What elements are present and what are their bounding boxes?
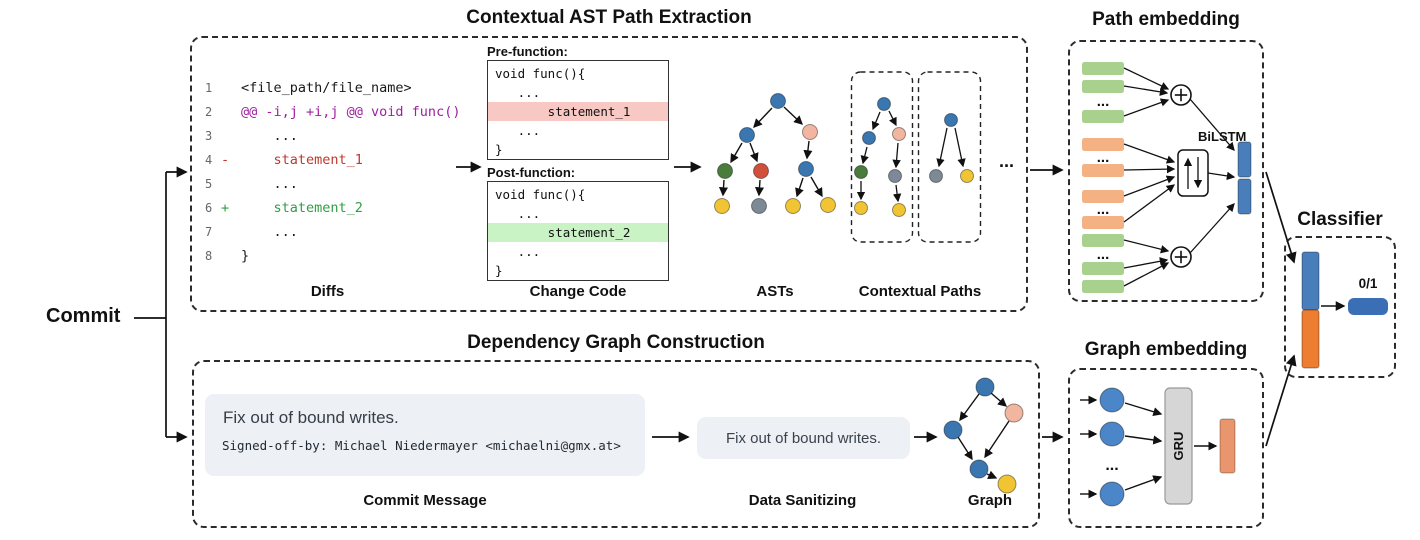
post-function-code-box: void func(){ ... statement_2 ... } xyxy=(487,181,669,281)
diff-code-text: ... xyxy=(241,224,298,240)
diff-line: 5 ... xyxy=(205,172,460,196)
code-line: statement_1 xyxy=(488,102,668,121)
diff-line-number: 6 xyxy=(205,201,213,215)
diff-line: 3 ... xyxy=(205,124,460,148)
change-code-label: Change Code xyxy=(529,283,627,300)
sanitized-message-text: Fix out of bound writes. xyxy=(725,429,882,447)
sanitized-message-card: Fix out of bound writes. xyxy=(697,417,910,459)
classifier-title: Classifier xyxy=(1297,209,1383,230)
commit-signoff-text: Signed-off-by: Michael Niedermayer <mich… xyxy=(222,438,621,453)
contextual-paths-label: Contextual Paths xyxy=(858,283,982,300)
bilstm-label: BiLSTM xyxy=(1198,129,1247,144)
ast-extraction-box xyxy=(190,36,1028,312)
diff-line-number: 4 xyxy=(205,153,213,167)
top-section-title: Contextual AST Path Extraction xyxy=(466,7,752,28)
code-line: } xyxy=(495,263,503,278)
asts-label: ASTs xyxy=(756,283,794,300)
diff-sign: + xyxy=(221,200,230,216)
diff-sign: - xyxy=(221,152,230,168)
diff-line: 4 - statement_1 xyxy=(205,148,460,172)
commit-message-text: Fix out of bound writes. xyxy=(223,408,399,427)
diff-line-number: 2 xyxy=(205,105,213,119)
diff-code-text: statement_2 xyxy=(241,200,363,216)
commit-message-card: Fix out of bound writes. Signed-off-by: … xyxy=(205,394,645,476)
diff-line: 6 + statement_2 xyxy=(205,196,460,220)
code-line: ... xyxy=(495,123,541,138)
commit-message-label: Commit Message xyxy=(363,492,487,509)
commit-connector xyxy=(134,166,188,443)
diff-line-number: 5 xyxy=(205,177,213,191)
diffs-label: Diffs xyxy=(310,283,345,300)
graph-embedding-box xyxy=(1068,368,1264,528)
code-line: ... xyxy=(495,206,541,221)
classifier-output-label: 0/1 xyxy=(1358,276,1378,291)
path-embedding-box xyxy=(1068,40,1264,302)
code-line: void func(){ xyxy=(495,66,586,81)
data-sanitizing-label: Data Sanitizing xyxy=(748,492,857,509)
dependency-graph-box xyxy=(192,360,1040,528)
pre-function-label: Pre-function: xyxy=(487,44,568,59)
diff-code-text: } xyxy=(241,248,250,264)
code-line: } xyxy=(495,142,503,157)
diff-line: 7 ... xyxy=(205,220,460,244)
graph-embedding-title: Graph embedding xyxy=(1084,339,1248,360)
commit-label: Commit xyxy=(46,305,121,327)
graph-label: Graph xyxy=(967,492,1013,509)
diff-line-number: 8 xyxy=(205,249,213,263)
diff-line-number: 1 xyxy=(205,81,213,95)
code-line: ... xyxy=(495,244,541,259)
bottom-section-title: Dependency Graph Construction xyxy=(467,332,765,353)
diff-line: 2 @@ -i,j +i,j @@ void func() xyxy=(205,100,460,124)
path-embedding-title: Path embedding xyxy=(1092,9,1240,30)
post-function-label: Post-function: xyxy=(487,165,576,180)
diff-code-block: 1 <file_path/file_name> 2 @@ -i,j +i,j @… xyxy=(205,76,460,268)
diff-code-text: <file_path/file_name> xyxy=(241,80,412,96)
diff-line-number: 7 xyxy=(205,225,213,239)
diff-code-text: ... xyxy=(241,176,298,192)
diff-line-number: 3 xyxy=(205,129,213,143)
diff-code-text: statement_1 xyxy=(241,152,363,168)
diff-code-text: @@ -i,j +i,j @@ void func() xyxy=(241,104,461,120)
code-line: void func(){ xyxy=(495,187,586,202)
code-line: ... xyxy=(495,85,541,100)
pre-function-code-box: void func(){ ... statement_1 ... } xyxy=(487,60,669,160)
classifier-box xyxy=(1284,236,1396,378)
code-line: statement_2 xyxy=(488,223,668,242)
diff-line: 8 } xyxy=(205,244,460,268)
diff-code-text: ... xyxy=(241,128,298,144)
diff-line: 1 <file_path/file_name> xyxy=(205,76,460,100)
